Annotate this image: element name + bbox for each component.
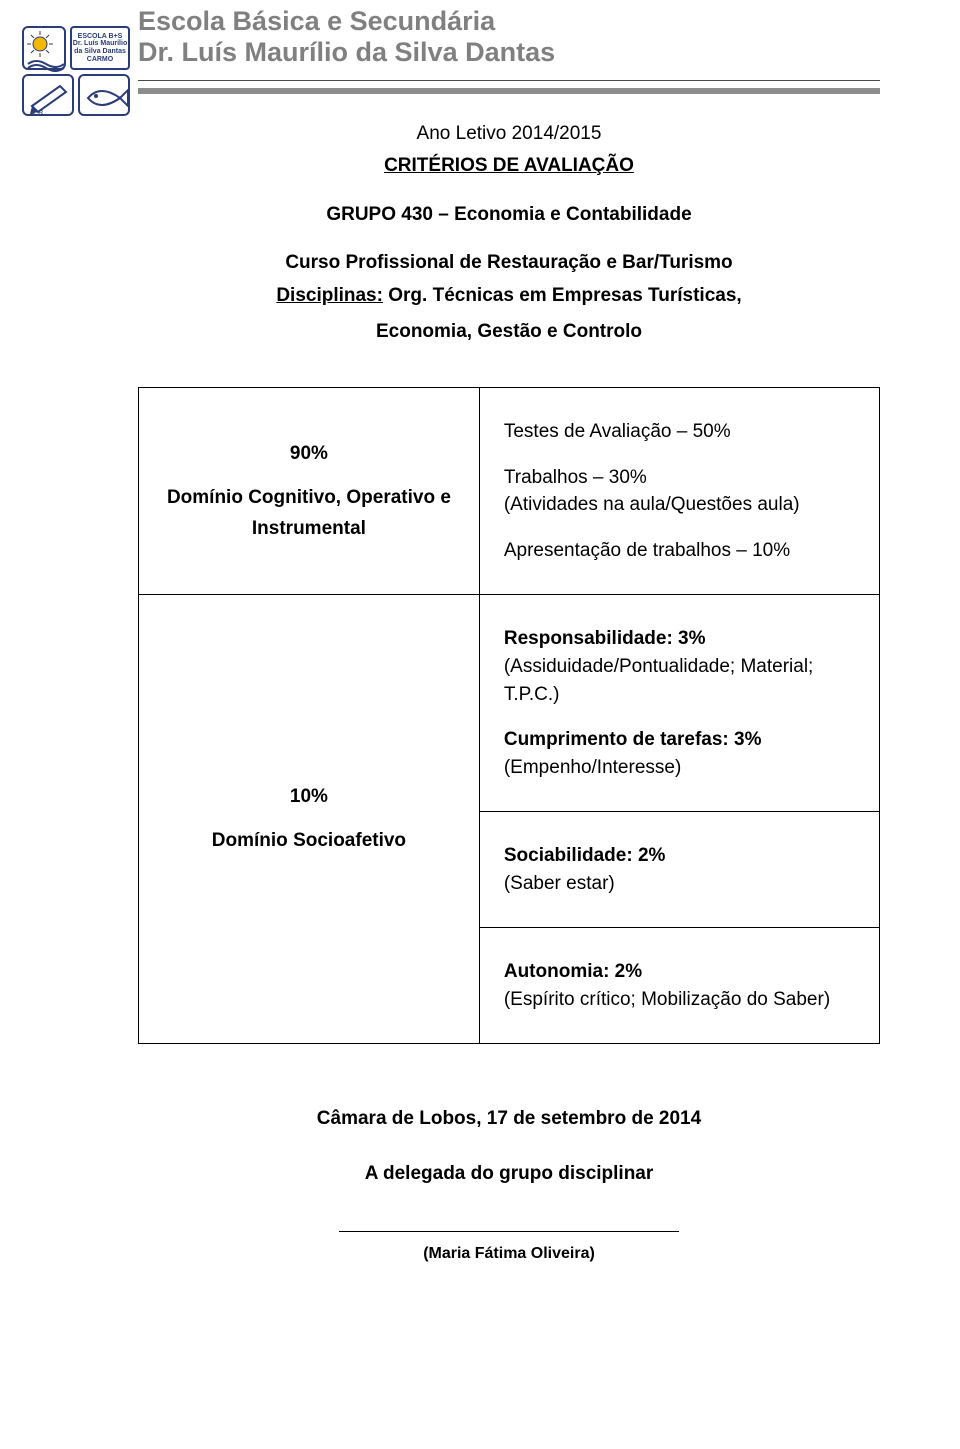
school-title-line-2: Dr. Luís Maurílio da Silva Dantas [138,37,880,68]
place-date: Câmara de Lobos, 17 de setembro de 2014 [138,1102,880,1136]
responsabilidade-sub: (Assiduidade/Pontualidade; Material; T.P… [504,653,855,708]
logo-bottom-row: A B [22,74,130,116]
tests-line: Testes de Avaliação – 50% [504,418,855,446]
table-row: 10% Domínio Socioafetivo Responsabilidad… [139,595,880,812]
spacer [163,469,455,483]
plaque-line-4: CARMO [87,56,113,64]
curso-line: Curso Profissional de Restauração e Bar/… [138,247,880,279]
cell-sociabilidade: Sociabilidade: 2% (Saber estar) [479,812,879,928]
pencil-icon: A B [22,74,74,116]
footer: Câmara de Lobos, 17 de setembro de 2014 … [138,1102,880,1268]
cognitive-pct: 90% [163,439,455,469]
disciplinas-line: Disciplinas: Org. Técnicas em Empresas T… [138,285,880,307]
apresentacao-line: Apresentação de trabalhos – 10% [504,537,855,565]
cumprimento-block: Cumprimento de tarefas: 3% (Empenho/Inte… [504,726,855,781]
sun-icon [22,26,66,70]
spacer [138,183,880,199]
svg-text:A: A [30,109,36,118]
socio-pct: 10% [163,782,455,812]
cognitive-label: Domínio Cognitivo, Operativo e Instrumen… [163,483,455,544]
page: ESCOLA B+S Dr. Luís Maurílio da Silva Da… [0,0,960,1449]
ano-letivo: Ano Letivo 2014/2015 [138,118,880,150]
sociabilidade-title: Sociabilidade: 2% [504,842,855,870]
delegada-line: A delegada do grupo disciplinar [138,1157,880,1191]
cell-cognitive-left: 90% Domínio Cognitivo, Operativo e Instr… [139,388,480,595]
trabalhos-block: Trabalhos – 30% (Atividades na aula/Ques… [504,464,855,519]
criteria-table: 90% Domínio Cognitivo, Operativo e Instr… [138,387,880,1044]
school-title-line-1: Escola Básica e Secundária [138,6,880,37]
responsabilidade-block: Responsabilidade: 3% (Assiduidade/Pontua… [504,625,855,708]
autonomia-sub: (Espírito crítico; Mobilização do Saber) [504,986,855,1014]
svg-text:B: B [38,109,43,118]
table-row: 90% Domínio Cognitivo, Operativo e Instr… [139,388,880,595]
cell-socio-left: 10% Domínio Socioafetivo [139,595,480,1044]
disciplinas-label: Disciplinas: [276,285,383,306]
content: Ano Letivo 2014/2015 CRITÉRIOS DE AVALIA… [138,118,880,1268]
econ-line: Economia, Gestão e Controlo [138,321,880,343]
signature-name: (Maria Fátima Oliveira) [138,1240,880,1269]
plaque-line-3: da Silva Dantas [74,48,126,56]
cumprimento-title: Cumprimento de tarefas: 3% [504,726,855,754]
logo-top-row: ESCOLA B+S Dr. Luís Maurílio da Silva Da… [22,26,130,70]
plaque-line-2: Dr. Luís Maurílio [73,40,127,48]
criterios-title: CRITÉRIOS DE AVALIAÇÃO [138,150,880,182]
autonomia-title: Autonomia: 2% [504,958,855,986]
fish-icon [78,74,130,116]
cumprimento-sub: (Empenho/Interesse) [504,754,855,782]
trabalhos-sub: (Atividades na aula/Questões aula) [504,491,855,519]
intro-block: Ano Letivo 2014/2015 CRITÉRIOS DE AVALIA… [138,118,880,279]
school-logo: ESCOLA B+S Dr. Luís Maurílio da Silva Da… [20,26,132,116]
disciplinas-rest: Org. Técnicas em Empresas Turísticas, [383,285,742,306]
spacer [138,1137,880,1157]
grupo-line: GRUPO 430 – Economia e Contabilidade [138,199,880,231]
socio-label: Domínio Socioafetivo [163,826,455,856]
trabalhos-line: Trabalhos – 30% [504,464,855,492]
responsabilidade-title: Responsabilidade: 3% [504,625,855,653]
cell-responsabilidade: Responsabilidade: 3% (Assiduidade/Pontua… [479,595,879,812]
sociabilidade-sub: (Saber estar) [504,870,855,898]
header-rule [138,80,880,94]
school-title: Escola Básica e Secundária Dr. Luís Maur… [138,6,880,68]
logo-plaque: ESCOLA B+S Dr. Luís Maurílio da Silva Da… [70,26,130,70]
plaque-line-1: ESCOLA B+S [78,33,123,41]
spacer [163,812,455,826]
cell-cognitive-right: Testes de Avaliação – 50% Trabalhos – 30… [479,388,879,595]
spacer [138,231,880,247]
signature-line [339,1231,679,1232]
cell-autonomia: Autonomia: 2% (Espírito crítico; Mobiliz… [479,928,879,1044]
